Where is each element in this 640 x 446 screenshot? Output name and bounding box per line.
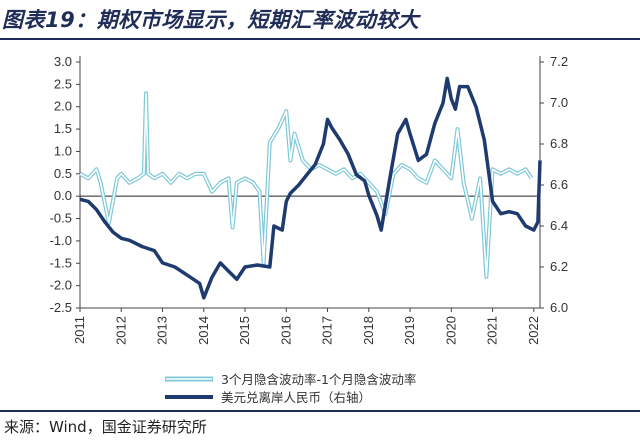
y-right-tick-label: 6.0 xyxy=(550,300,568,315)
y-left-tick-label: 1.5 xyxy=(54,121,72,136)
x-tick-label: 2015 xyxy=(237,316,252,345)
y-left-tick-label: 2.5 xyxy=(54,76,72,91)
y-right-tick-label: 6.8 xyxy=(550,136,568,151)
y-left-tick-label: 1.0 xyxy=(54,143,72,158)
legend-label-spread: 3个月隐含波动率-1个月隐含波动率 xyxy=(221,372,416,387)
y-left-tick-label: 3.0 xyxy=(54,54,72,69)
series-layer xyxy=(79,76,542,300)
y-left-tick-label: -1.0 xyxy=(50,233,72,248)
x-tick-label: 2014 xyxy=(196,316,211,345)
y-right-tick-label: 7.2 xyxy=(550,54,568,69)
y-right-tick-label: 7.0 xyxy=(550,95,568,110)
source-note: 来源：Wind，国金证券研究所 xyxy=(4,418,207,436)
chart: 3.0 2.5 2.0 1.5 1.0 0.5 0.0 -0.5 -1.0 -1.5 -2.0 -2.… xyxy=(50,54,568,405)
y-left-tick-label: 2.0 xyxy=(54,99,72,114)
figure-title: 图表19：期权市场显示，短期汇率波动较大 xyxy=(2,8,420,32)
y-left-tick-label: -2.0 xyxy=(50,278,72,293)
x-tick-label: 2017 xyxy=(320,316,335,345)
x-tick-label: 2016 xyxy=(278,316,293,345)
x-tick-label: 2022 xyxy=(526,316,541,345)
y-right-tick-label: 6.4 xyxy=(550,218,568,233)
y-left-tick-label: 0.0 xyxy=(54,188,72,203)
x-tick-label: 2019 xyxy=(402,316,417,345)
y-left-tick-label: -0.5 xyxy=(50,211,72,226)
y-left-tick-label: -1.5 xyxy=(50,255,72,270)
source-rule xyxy=(0,410,640,412)
title-rule xyxy=(0,38,640,40)
x-tick-label: 2018 xyxy=(361,316,376,345)
y-left-tick-label: 0.5 xyxy=(54,166,72,181)
series-usdcnh-line xyxy=(79,76,542,300)
x-tick-label: 2012 xyxy=(113,316,128,345)
chart-axes: 3.0 2.5 2.0 1.5 1.0 0.5 0.0 -0.5 -1.0 -1.5 -2.0 -2.… xyxy=(50,54,568,345)
y-right-tick-label: 6.2 xyxy=(550,259,568,274)
x-tick-label: 2020 xyxy=(443,316,458,345)
series-spread-line xyxy=(79,92,533,278)
legend-label-usdcnh: 美元兑离岸人民币（右轴） xyxy=(221,390,371,405)
y-right-tick-label: 6.6 xyxy=(550,177,568,192)
x-tick-label: 2013 xyxy=(155,316,170,345)
x-tick-label: 2011 xyxy=(72,316,87,344)
y-left-tick-label: -2.5 xyxy=(50,300,72,315)
x-tick-label: 2021 xyxy=(485,316,500,345)
